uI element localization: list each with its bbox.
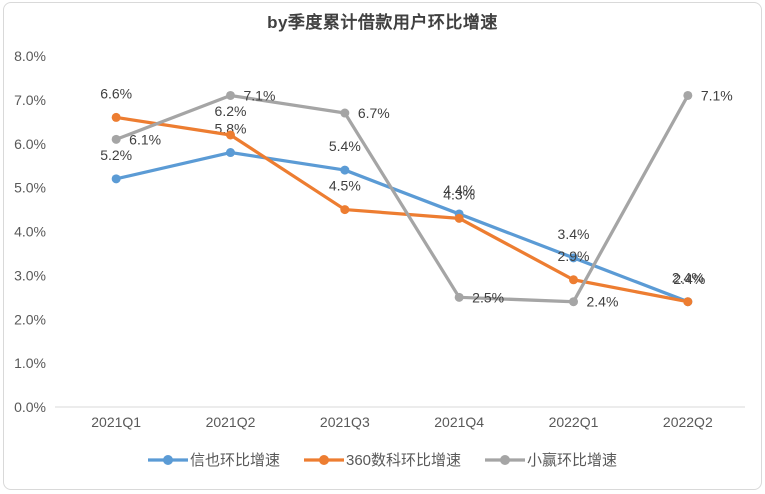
data-point-label: 4.3% xyxy=(443,186,475,202)
x-axis-category-label: 2021Q1 xyxy=(91,414,141,430)
data-point-label: 5.2% xyxy=(100,147,132,163)
y-axis-tick-label: 1.0% xyxy=(14,355,46,371)
data-point-marker xyxy=(340,108,350,118)
data-point-label: 3.4% xyxy=(558,226,590,242)
x-axis-category-label: 2021Q2 xyxy=(206,414,256,430)
data-point-marker xyxy=(226,148,235,158)
data-point-marker xyxy=(569,297,578,307)
chart-title: by季度累计借款用户环比增速 xyxy=(267,13,498,32)
data-point-marker xyxy=(111,112,121,122)
data-point-label: 2.4% xyxy=(673,271,705,287)
data-point-label: 7.1% xyxy=(244,87,276,103)
y-axis-tick-label: 7.0% xyxy=(14,92,46,108)
data-point-marker xyxy=(111,134,121,144)
data-point-marker xyxy=(111,174,121,184)
legend-line-marker-icon xyxy=(147,454,188,465)
x-axis-category-label: 2022Q1 xyxy=(549,414,599,430)
legend-line-marker-icon xyxy=(303,454,344,465)
y-axis-tick-label: 3.0% xyxy=(14,267,46,283)
x-axis-category-label: 2021Q3 xyxy=(320,414,370,430)
data-point-label: 7.1% xyxy=(701,87,733,103)
data-point-label: 6.6% xyxy=(100,85,132,101)
data-point-label: 6.2% xyxy=(215,103,247,119)
data-point-marker xyxy=(569,275,578,285)
x-axis-category-label: 2022Q2 xyxy=(663,414,713,430)
legend-label: 信也环比增速 xyxy=(189,452,280,469)
data-point-label: 2.5% xyxy=(472,289,504,305)
y-axis-tick-label: 0.0% xyxy=(14,399,46,415)
legend-label: 360数科环比增速 xyxy=(345,452,462,469)
data-point-marker xyxy=(340,165,350,175)
y-axis-tick-label: 6.0% xyxy=(14,136,46,152)
series-line-小赢环比增速 xyxy=(114,93,690,304)
y-axis-tick-label: 8.0% xyxy=(14,48,46,64)
data-point-label: 5.4% xyxy=(329,138,361,154)
data-point-marker xyxy=(226,130,235,140)
data-point-marker xyxy=(454,292,464,302)
chart-legend: 信也环比增速 360数科环比增速 小赢环比增速 xyxy=(0,449,765,470)
legend-item-信也环比增速: 信也环比增速 xyxy=(147,449,280,470)
data-point-label: 6.1% xyxy=(129,131,161,147)
series-line-信也环比增速 xyxy=(114,150,690,304)
data-point-marker xyxy=(683,90,693,100)
chart-frame-border xyxy=(3,2,762,490)
data-point-marker xyxy=(226,90,235,100)
legend-line-marker-icon xyxy=(485,454,526,465)
x-axis-category-label: 2021Q4 xyxy=(434,414,484,430)
data-point-label: 4.4% xyxy=(443,182,475,198)
legend-item-小赢环比增速: 小赢环比增速 xyxy=(485,449,617,470)
y-axis-tick-label: 5.0% xyxy=(14,180,46,196)
series-line-360数科环比增速 xyxy=(114,115,690,304)
data-point-marker xyxy=(683,297,693,307)
data-point-marker xyxy=(340,205,350,215)
data-point-marker xyxy=(454,213,464,223)
y-axis-tick-label: 4.0% xyxy=(14,224,46,240)
y-axis-tick-label: 2.0% xyxy=(14,311,46,327)
data-point-label: 2.4% xyxy=(672,270,704,286)
data-point-label: 2.4% xyxy=(587,294,619,310)
data-point-label: 4.5% xyxy=(329,178,361,194)
data-point-label: 2.9% xyxy=(558,248,590,264)
data-point-marker xyxy=(569,253,578,263)
legend-label: 小赢环比增速 xyxy=(527,452,618,469)
data-point-label: 6.7% xyxy=(358,105,390,121)
legend-item-360数科环比增速: 360数科环比增速 xyxy=(303,449,462,470)
